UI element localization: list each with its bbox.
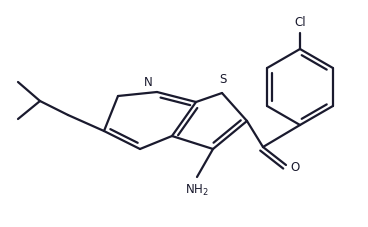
Text: NH$_2$: NH$_2$ <box>185 182 209 197</box>
Text: O: O <box>290 161 299 174</box>
Text: N: N <box>144 76 153 89</box>
Text: S: S <box>219 73 227 86</box>
Text: Cl: Cl <box>294 16 306 29</box>
